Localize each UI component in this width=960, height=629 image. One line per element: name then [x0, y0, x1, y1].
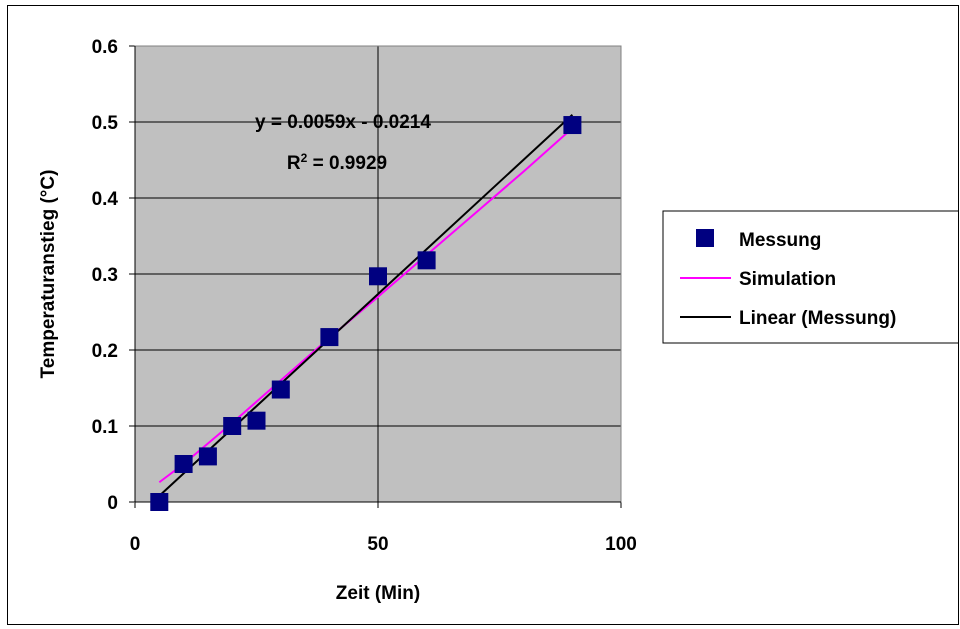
data-point-messung — [563, 116, 582, 135]
x-axis-label: Zeit (Min) — [336, 583, 420, 604]
legend-label-simulation: Simulation — [739, 269, 836, 290]
data-point-messung — [320, 328, 339, 347]
chart: 0 0.1 0.2 0.3 0.4 0.5 0.6 0 50 100 y = 0.0059x - … — [38, 37, 960, 604]
data-point-messung — [271, 380, 290, 399]
data-point-messung — [369, 267, 387, 286]
x-tick-label: 50 — [367, 534, 388, 555]
r-squared-label: R2 = 0.9929 — [287, 151, 387, 174]
measurement-series — [150, 116, 582, 511]
legend-label-linear: Linear (Messung) — [739, 308, 896, 329]
axes: 0 0.1 0.2 0.3 0.4 0.5 0.6 0 50 100 — [92, 37, 637, 555]
y-tick-label: 0.6 — [92, 37, 118, 58]
data-point-messung — [174, 455, 193, 473]
chart-frame: 0 0.1 0.2 0.3 0.4 0.5 0.6 0 50 100 y = 0.0059x - … — [7, 5, 960, 625]
y-tick-label: 0.3 — [92, 265, 118, 286]
trendline-equation: y = 0.0059x - 0.0214 — [255, 112, 431, 133]
data-point-messung — [417, 251, 436, 270]
x-tick-label: 100 — [605, 534, 637, 555]
y-tick-label: 0.2 — [92, 341, 118, 362]
data-point-messung — [247, 411, 266, 430]
x-tick-label: 0 — [130, 534, 141, 555]
y-tick-label: 0.1 — [92, 417, 119, 438]
legend: Messung Simulation Linear (Messung) — [662, 210, 960, 344]
data-point-messung — [150, 493, 169, 511]
y-tick-label: 0.4 — [92, 189, 119, 210]
data-point-messung — [223, 417, 242, 435]
legend-marker-messung — [696, 229, 714, 247]
legend-label-messung: Messung — [739, 230, 821, 251]
data-point-messung — [198, 447, 217, 466]
y-axis-label: Temperaturanstieg (°C) — [38, 170, 59, 379]
y-tick-label: 0.5 — [92, 113, 119, 134]
y-tick-label: 0 — [107, 493, 118, 514]
